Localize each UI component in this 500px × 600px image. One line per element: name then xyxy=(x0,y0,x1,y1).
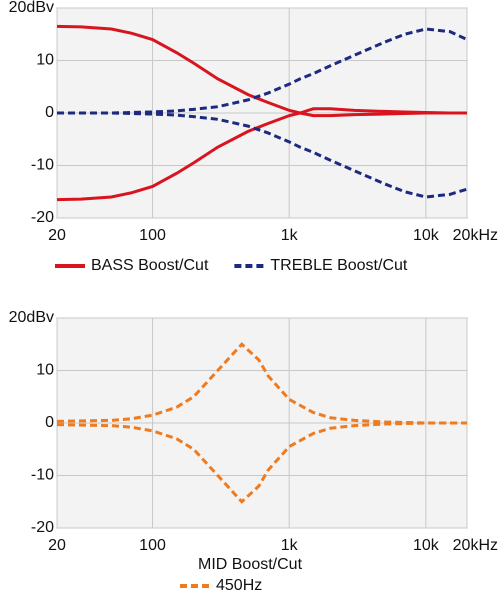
y-tick-label: 20dBv xyxy=(9,309,54,326)
x-tick-label: 10k xyxy=(413,537,440,554)
y-tick-label: -10 xyxy=(31,157,54,174)
y-tick-label: 10 xyxy=(36,362,54,379)
series-line xyxy=(57,111,468,199)
x-tick-label: 20kHz xyxy=(453,227,498,244)
y-tick-label: -10 xyxy=(31,467,54,484)
series-line xyxy=(56,342,467,425)
legend-label: TREBLE Boost/Cut xyxy=(270,257,408,274)
y-tick-label: -20 xyxy=(31,519,54,536)
x-tick-label: 100 xyxy=(139,227,166,244)
series-line xyxy=(56,24,467,115)
series-line xyxy=(56,111,467,202)
x-tick-label: 20 xyxy=(48,537,66,554)
y-tick-label: 0 xyxy=(45,104,54,121)
legend-label: 450Hz xyxy=(216,577,262,594)
series-line xyxy=(56,421,467,504)
legend-label: BASS Boost/Cut xyxy=(91,257,209,274)
x-tick-label: 20 xyxy=(48,227,66,244)
x-tick-label: 1k xyxy=(281,537,299,554)
x-tick-label: 100 xyxy=(139,537,166,554)
y-tick-label: 20dBv xyxy=(9,0,54,16)
x-tick-label: 20kHz xyxy=(453,537,498,554)
x-tick-label: 1k xyxy=(281,227,299,244)
y-tick-label: 10 xyxy=(36,52,54,69)
y-tick-label: 0 xyxy=(45,414,54,431)
x-tick-label: 10k xyxy=(413,227,440,244)
y-tick-label: -20 xyxy=(31,209,54,226)
legend-title: MID Boost/Cut xyxy=(198,556,303,573)
